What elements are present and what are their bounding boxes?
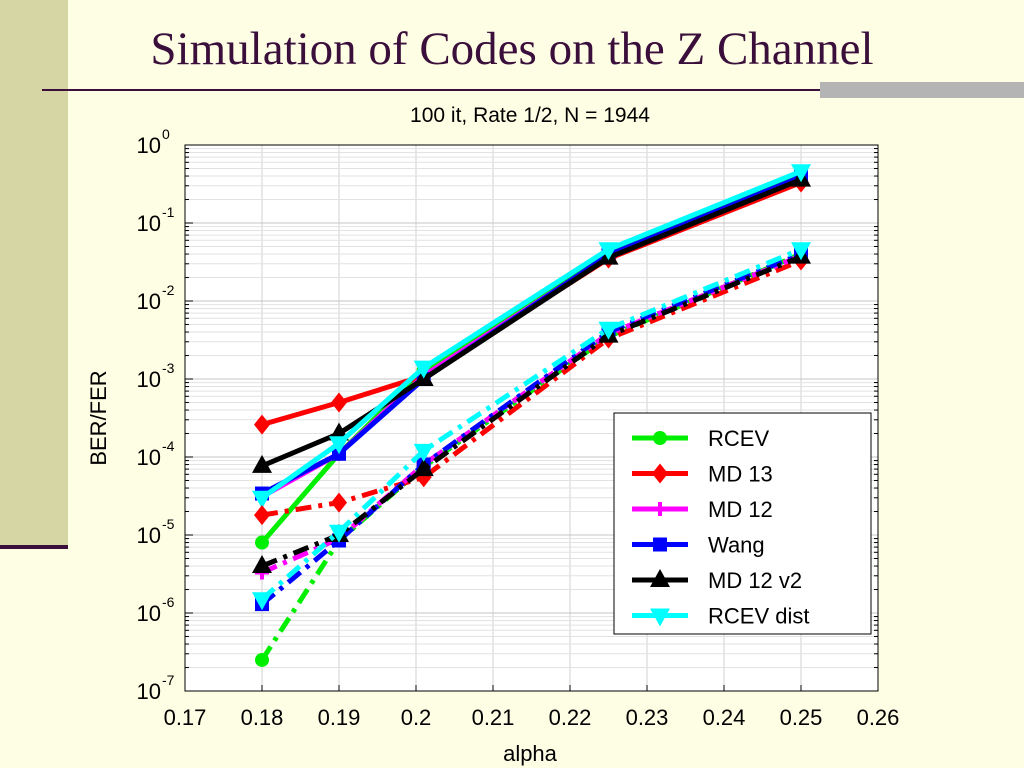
y-tick-exponent: -4 [162,438,175,454]
y-tick-label: 10 [137,289,161,314]
y-tick-exponent: -6 [162,594,175,610]
data-point [329,524,349,543]
data-point [791,164,811,183]
data-point [331,492,347,513]
x-tick-label: 0.19 [318,705,361,730]
legend-label: Wang [708,533,765,558]
data-point [413,360,434,379]
title-accent-bar [820,82,1024,98]
plot-frame [184,144,879,692]
legend-item: RCEV dist [632,604,809,629]
y-tick-exponent: -1 [162,204,175,220]
title-rule [42,89,972,91]
legend-marker [653,431,667,445]
y-tick-label: 10 [137,367,161,392]
legend-item: RCEV [632,426,769,451]
y-tick-exponent: 0 [162,126,170,142]
x-tick-label: 0.24 [703,705,746,730]
legend-marker [653,502,667,516]
x-tick-label: 0.21 [472,705,515,730]
y-tick-label: 10 [137,133,161,158]
series-rcev-dist-dashdot [252,242,811,611]
sidebar-underline [0,545,68,549]
tick-labels: 0.17 0.18 0.19 0.2 0.21 0.22 0.23 0.24 0.25 0.26 1… [137,126,900,730]
data-point [252,490,272,509]
x-tick-label: 0.17 [164,705,207,730]
series-group [252,164,811,667]
series-line [261,258,802,518]
data-point [254,505,270,526]
y-tick-label: 10 [137,679,161,704]
legend-box [613,412,872,635]
data-point [598,242,619,261]
legend-item: Wang [632,533,765,558]
data-point [252,592,272,611]
legend-label: MD 13 [708,462,773,487]
y-tick-label: 10 [137,523,161,548]
legend-item: MD 13 [632,462,773,487]
x-tick-label: 0.26 [857,705,900,730]
x-tick-label: 0.18 [241,705,284,730]
data-point [329,436,349,455]
slide-title: Simulation of Codes on the Z Channel [150,23,874,75]
legend-label: RCEV dist [708,604,809,629]
legend: RCEV MD 13 MD 12 Wang MD 12 v2 RCEV dist [613,412,872,635]
legend-label: MD 12 [708,497,773,522]
y-tick-exponent: -2 [162,282,175,298]
data-point [255,535,269,550]
y-tick-exponent: -5 [162,516,175,532]
series-line [261,254,802,569]
y-tick-exponent: -3 [162,360,175,376]
chart-title: 100 it, Rate 1/2, N = 1944 [410,104,650,127]
x-tick-label: 0.2 [401,705,432,730]
legend-marker [650,569,670,587]
data-point [252,454,272,473]
legend-label: MD 12 v2 [708,568,802,593]
data-point [252,555,272,574]
x-tick-label: 0.22 [549,705,592,730]
data-point [413,458,434,477]
x-tick-label: 0.25 [780,705,823,730]
x-axis-label: alpha [503,741,558,766]
x-tick-label: 0.23 [626,705,669,730]
legend-marker [653,537,667,552]
y-tick-exponent: -7 [162,672,175,688]
data-point [791,242,811,261]
y-tick-label: 10 [137,445,161,470]
data-point [254,414,270,435]
y-axis-label: BER/FER [86,370,111,465]
legend-item: MD 12 v2 [632,568,802,593]
series-rcev-dist-solid [252,164,811,509]
legend-marker [652,463,668,484]
y-tick-label: 10 [137,601,161,626]
y-tick-label: 10 [137,211,161,236]
data-point [255,652,269,667]
legend-marker [650,608,670,627]
data-point [413,443,434,462]
legend-item: MD 12 [632,497,773,522]
data-point [598,321,619,340]
data-point [331,392,347,413]
legend-label: RCEV [708,426,769,451]
